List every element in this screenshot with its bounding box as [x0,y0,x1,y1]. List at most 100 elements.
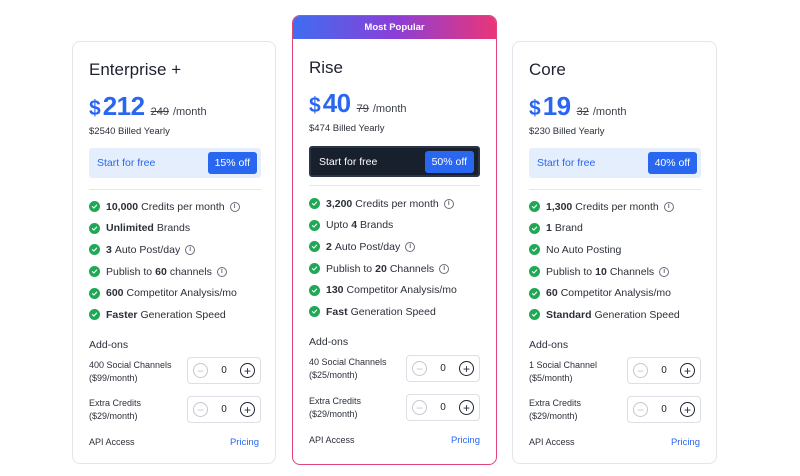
plan-card-enterprise: Enterprise + $ 212 249 /month $2540 Bill… [72,41,276,464]
billed-yearly: $230 Billed Yearly [529,126,605,137]
feature-text: channels [169,265,212,278]
increment-button[interactable]: + [459,400,474,415]
info-icon[interactable]: i [405,241,416,252]
info-icon[interactable]: i [216,266,227,277]
check-icon [529,266,540,278]
addon-label: Extra Credits ($29/month) [529,398,582,421]
pricing-link[interactable]: Pricing [670,437,700,448]
currency-symbol: $ [309,94,321,117]
decrement-button[interactable]: − [633,363,648,378]
feature-item: No Auto Posting [529,239,680,261]
info-icon[interactable]: i [443,198,454,209]
cta-label: Start for free [537,157,596,169]
increment-button[interactable]: + [680,363,695,378]
feature-item: 60 Competitor Analysis/mo [529,282,680,304]
increment-button[interactable]: + [459,361,474,376]
feature-text: Brands [156,222,191,235]
addon-label: 1 Social Channel ($5/month) [529,360,598,383]
price-period: /month [592,106,627,118]
info-icon[interactable]: i [439,263,450,274]
feature-item: Faster Generation Speed [89,304,240,326]
feature-text: Generation Speed [350,305,436,318]
cta-label: Start for free [319,155,378,168]
check-icon [309,284,320,296]
feature-text: Auto Post/day [334,240,401,253]
feature-highlight: Unlimited [106,222,154,235]
feature-highlight: 10,000 [106,200,139,213]
feature-prefix: No Auto Posting [546,243,622,256]
addons-title: Add-ons [309,336,349,348]
decrement-button[interactable]: − [412,400,427,415]
info-icon[interactable]: i [659,266,670,277]
start-for-free-button[interactable]: Start for free 50% off [309,146,480,177]
feature-item: Fast Generation Speed [309,301,457,323]
check-icon [309,263,320,275]
info-icon[interactable]: i [229,201,240,212]
info-icon[interactable]: i [663,201,674,212]
feature-highlight: Fast [326,305,348,318]
feature-prefix: Publish to [326,262,373,275]
info-icon[interactable]: i [185,244,196,255]
billed-yearly: $2540 Billed Yearly [89,126,170,137]
check-icon [529,244,540,256]
social-channels-stepper: − 0 + [627,357,701,384]
increment-button[interactable]: + [240,363,255,378]
feature-highlight: 20 [375,262,387,275]
addon-label: 400 Social Channels ($99/month) [89,360,172,383]
feature-item: 2 Auto Post/day i [309,236,457,258]
divider [309,185,480,186]
increment-button[interactable]: + [240,402,255,417]
feature-text: Credits per month [575,200,659,213]
old-price: 249 [150,106,169,118]
addon-label: Extra Credits ($29/month) [309,396,362,419]
decrement-button[interactable]: − [412,361,427,376]
feature-highlight: 2 [326,240,332,253]
price-period: /month [172,106,207,118]
feature-text: Competitor Analysis/mo [126,287,237,300]
decrement-button[interactable]: − [633,402,648,417]
feature-highlight: 4 [351,219,358,232]
decrement-button[interactable]: − [193,402,208,417]
discount-badge: 15% off [207,152,257,174]
feature-list: 1,300 Credits per month i 1 Brand No Auto Pos… [529,196,680,326]
feature-highlight: Standard [546,308,592,321]
decrement-button[interactable]: − [193,363,208,378]
feature-list: 3,200 Credits per month i Upto 4 Brands 2 Auto … [309,193,457,323]
feature-prefix: Upto [326,219,349,232]
addons-title: Add-ons [89,339,129,351]
feature-item: Standard Generation Speed [529,304,680,326]
increment-button[interactable]: + [680,402,695,417]
pricing-link[interactable]: Pricing [229,437,259,448]
feature-text: Channels [389,262,435,275]
feature-text: Competitor Analysis/mo [346,284,457,297]
feature-item: Unlimited Brands [89,218,240,240]
price-amount: 40 [322,88,351,118]
price-row: $ 40 79 /month [309,88,407,119]
check-icon [89,244,100,256]
feature-text: Generation Speed [140,308,226,321]
social-channels-stepper: − 0 + [406,355,480,382]
feature-highlight: 1 [546,222,552,235]
start-for-free-button[interactable]: Start for free 15% off [89,148,261,178]
check-icon [89,222,100,234]
feature-highlight: 3,200 [326,197,353,210]
currency-symbol: $ [89,97,101,120]
pricing-link[interactable]: Pricing [450,435,480,446]
plan-card-core: Core $ 19 32 /month $230 Billed Yearly S… [512,41,717,464]
start-for-free-button[interactable]: Start for free 40% off [529,148,701,178]
stepper-value: 0 [661,404,667,415]
feature-text: Brands [360,219,394,232]
feature-item: 1 Brand [529,218,680,240]
currency-symbol: $ [529,97,541,120]
feature-text: Credits per month [141,200,225,213]
check-icon [309,198,320,210]
check-icon [309,219,320,231]
price-amount: 19 [542,91,571,121]
feature-highlight: 1,300 [546,200,573,213]
check-icon [89,201,100,213]
feature-text: Auto Post/day [114,243,181,256]
most-popular-banner: Most Popular [293,16,496,39]
feature-list: 10,000 Credits per month i Unlimited Brands 3… [89,196,240,326]
feature-text: Credits per month [355,197,439,210]
social-channels-stepper: − 0 + [187,357,261,384]
